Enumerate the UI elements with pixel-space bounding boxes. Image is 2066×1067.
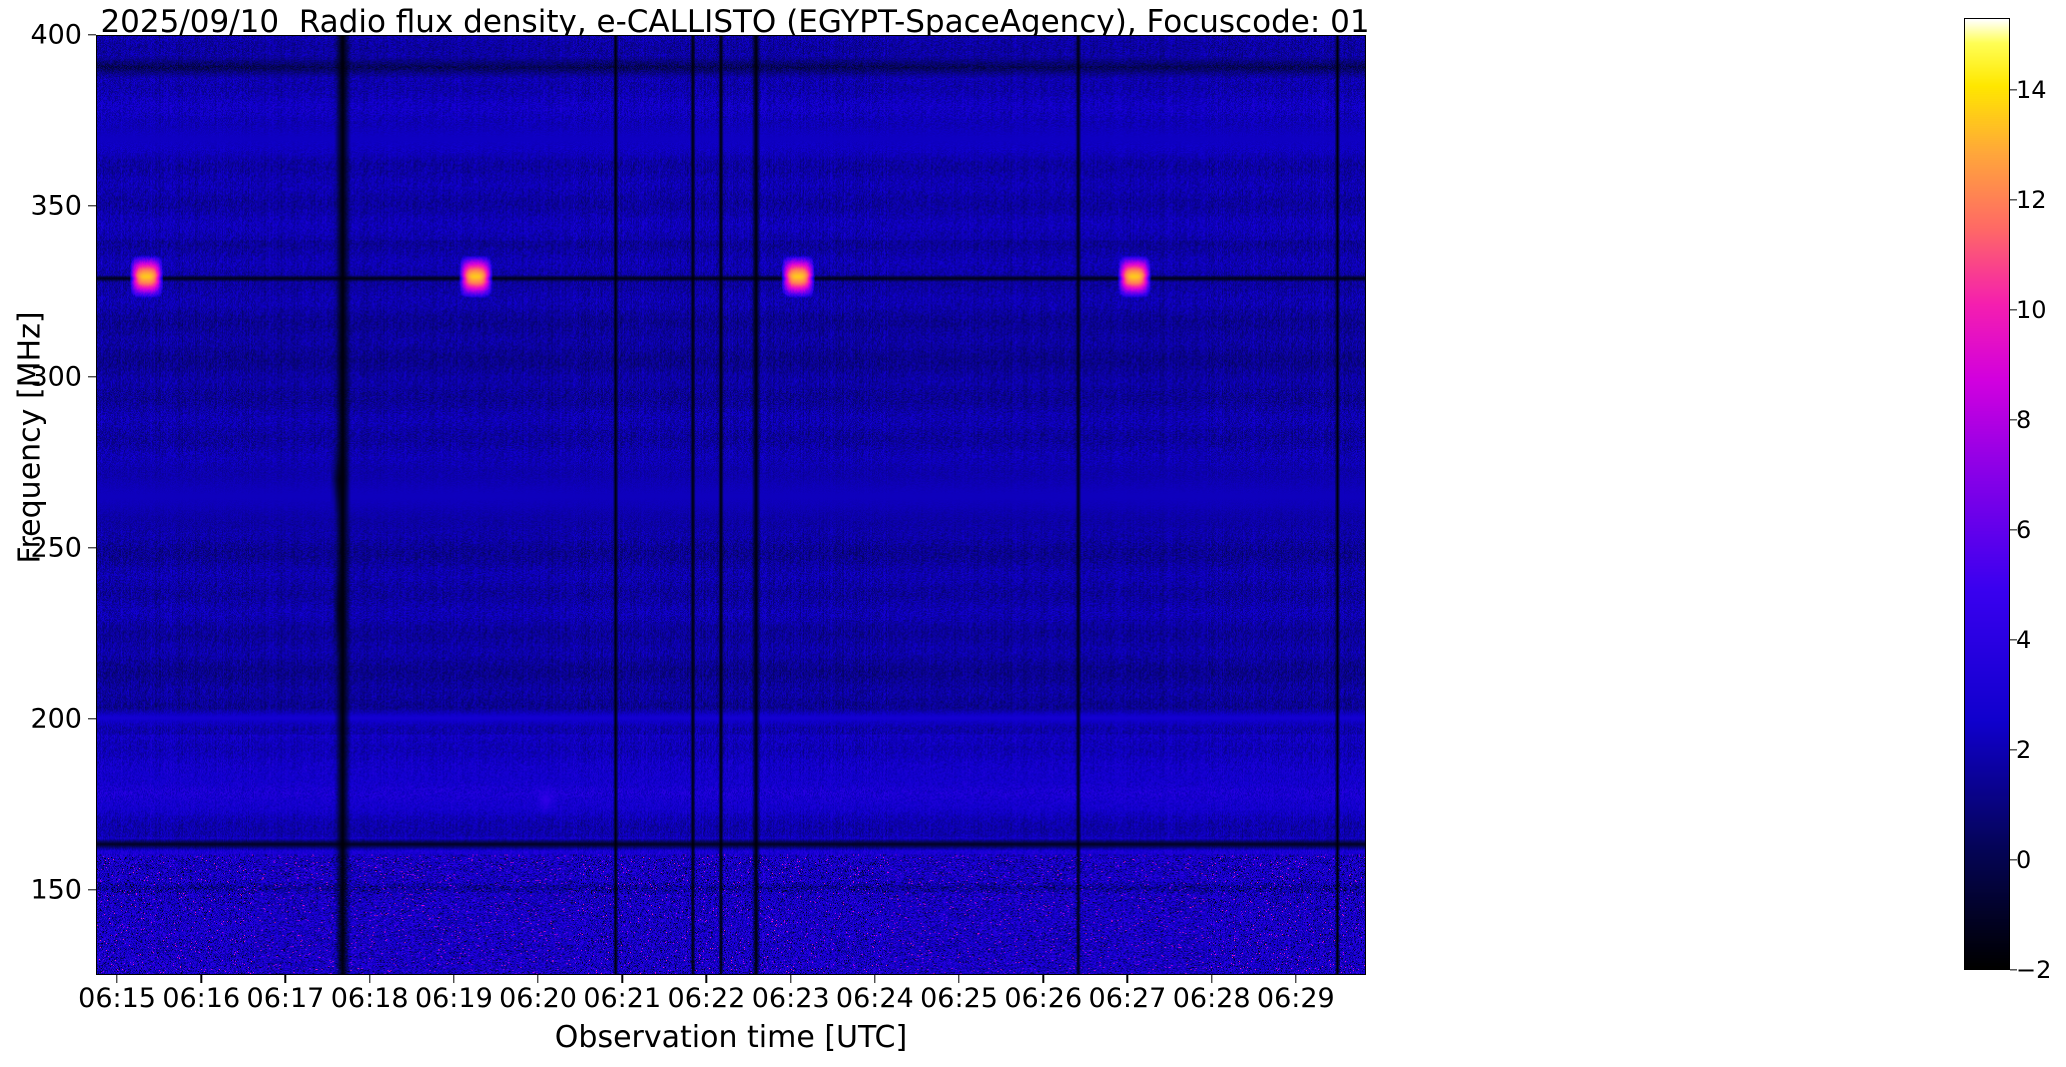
- x-axis-tick-mark: [1210, 975, 1213, 983]
- colorbar-tick-label: 4: [2016, 625, 2032, 654]
- x-axis-tick-label: 06:18: [330, 983, 409, 1014]
- x-axis-tick-mark: [621, 975, 623, 983]
- x-axis-tick-label: 06:19: [414, 983, 493, 1014]
- colorbar-tick-mark: [2010, 749, 2017, 751]
- y-axis-tick-mark: [88, 717, 96, 720]
- spectrogram-plot-area[interactable]: [96, 35, 1366, 975]
- colorbar-tick-mark: [2010, 639, 2017, 641]
- colorbar-tick-label: 10: [2016, 295, 2047, 324]
- spectrogram-canvas: [97, 36, 1365, 974]
- x-axis-tick-label: 06:24: [835, 983, 914, 1014]
- colorbar-tick-mark: [2010, 88, 2017, 91]
- y-axis-tick-mark: [88, 376, 96, 378]
- x-axis-tick-label: 06:25: [920, 983, 998, 1014]
- y-axis-tick-label: 350: [30, 190, 82, 222]
- y-axis-tick-mark: [88, 547, 96, 549]
- y-axis-tick-mark: [88, 34, 96, 36]
- colorbar-tick-label: 6: [2016, 515, 2032, 544]
- x-axis-tick-mark: [705, 975, 708, 983]
- x-axis-tick-label: 06:16: [162, 983, 241, 1014]
- x-axis-tick-mark: [453, 975, 455, 983]
- colorbar-tick-label: 0: [2016, 845, 2032, 874]
- x-axis-tick-mark: [200, 975, 202, 983]
- colorbar[interactable]: [1964, 18, 2010, 970]
- y-axis-tick-mark: [88, 888, 96, 891]
- y-axis-tick-mark: [88, 205, 96, 207]
- y-axis-tick-label: 200: [30, 703, 82, 735]
- x-axis-tick-mark: [789, 975, 792, 983]
- x-axis-tick-label: 06:21: [583, 983, 662, 1014]
- colorbar-tick-label: 14: [2016, 75, 2047, 104]
- x-axis-tick-label: 06:17: [246, 983, 325, 1014]
- y-axis-tick-label: 150: [30, 874, 82, 906]
- colorbar-canvas: [1965, 19, 2009, 969]
- x-axis-tick-mark: [1295, 975, 1297, 983]
- x-axis-tick-label: 06:20: [499, 983, 577, 1014]
- x-axis-tick-label: 06:15: [78, 983, 156, 1014]
- page-title: 2025/09/10 Radio flux density, e-CALLIST…: [100, 4, 1370, 40]
- colorbar-tick-mark: [2010, 529, 2017, 531]
- x-axis-tick-mark: [537, 975, 539, 983]
- x-axis-tick-label: 06:27: [1088, 983, 1167, 1014]
- y-axis-tick-label: 250: [30, 532, 82, 564]
- x-axis-tick-label: 06:29: [1256, 983, 1335, 1014]
- x-axis-tick-label: 06:22: [667, 983, 746, 1014]
- x-axis-tick-label: 06:28: [1172, 983, 1251, 1014]
- x-axis-tick-label: 06:23: [751, 983, 830, 1014]
- x-axis-tick-mark: [368, 975, 371, 983]
- x-axis-tick-label: 06:26: [1004, 983, 1083, 1014]
- y-axis-tick-label: 400: [30, 19, 82, 51]
- colorbar-tick-mark: [2010, 198, 2017, 201]
- x-axis-tick-mark: [958, 975, 960, 983]
- colorbar-tick-label: 2: [2016, 735, 2032, 764]
- x-axis-tick-mark: [874, 975, 876, 983]
- y-axis-label: Frequency [MHz]: [12, 311, 48, 564]
- colorbar-tick-label: −2: [2016, 956, 2052, 984]
- colorbar-tick-mark: [2010, 419, 2017, 421]
- colorbar-tick-label: 12: [2016, 185, 2047, 214]
- x-axis-tick-mark: [1042, 975, 1044, 983]
- x-axis-tick-mark: [284, 975, 287, 983]
- colorbar-tick-mark: [2010, 859, 2017, 861]
- x-axis-tick-mark: [1126, 975, 1129, 983]
- colorbar-tick-mark: [2010, 969, 2017, 971]
- y-axis-tick-label: 300: [30, 361, 82, 393]
- colorbar-tick-label: 8: [2016, 405, 2032, 434]
- colorbar-tick-mark: [2010, 308, 2017, 311]
- x-axis-tick-mark: [116, 975, 118, 983]
- x-axis-label: Observation time [UTC]: [554, 1020, 908, 1055]
